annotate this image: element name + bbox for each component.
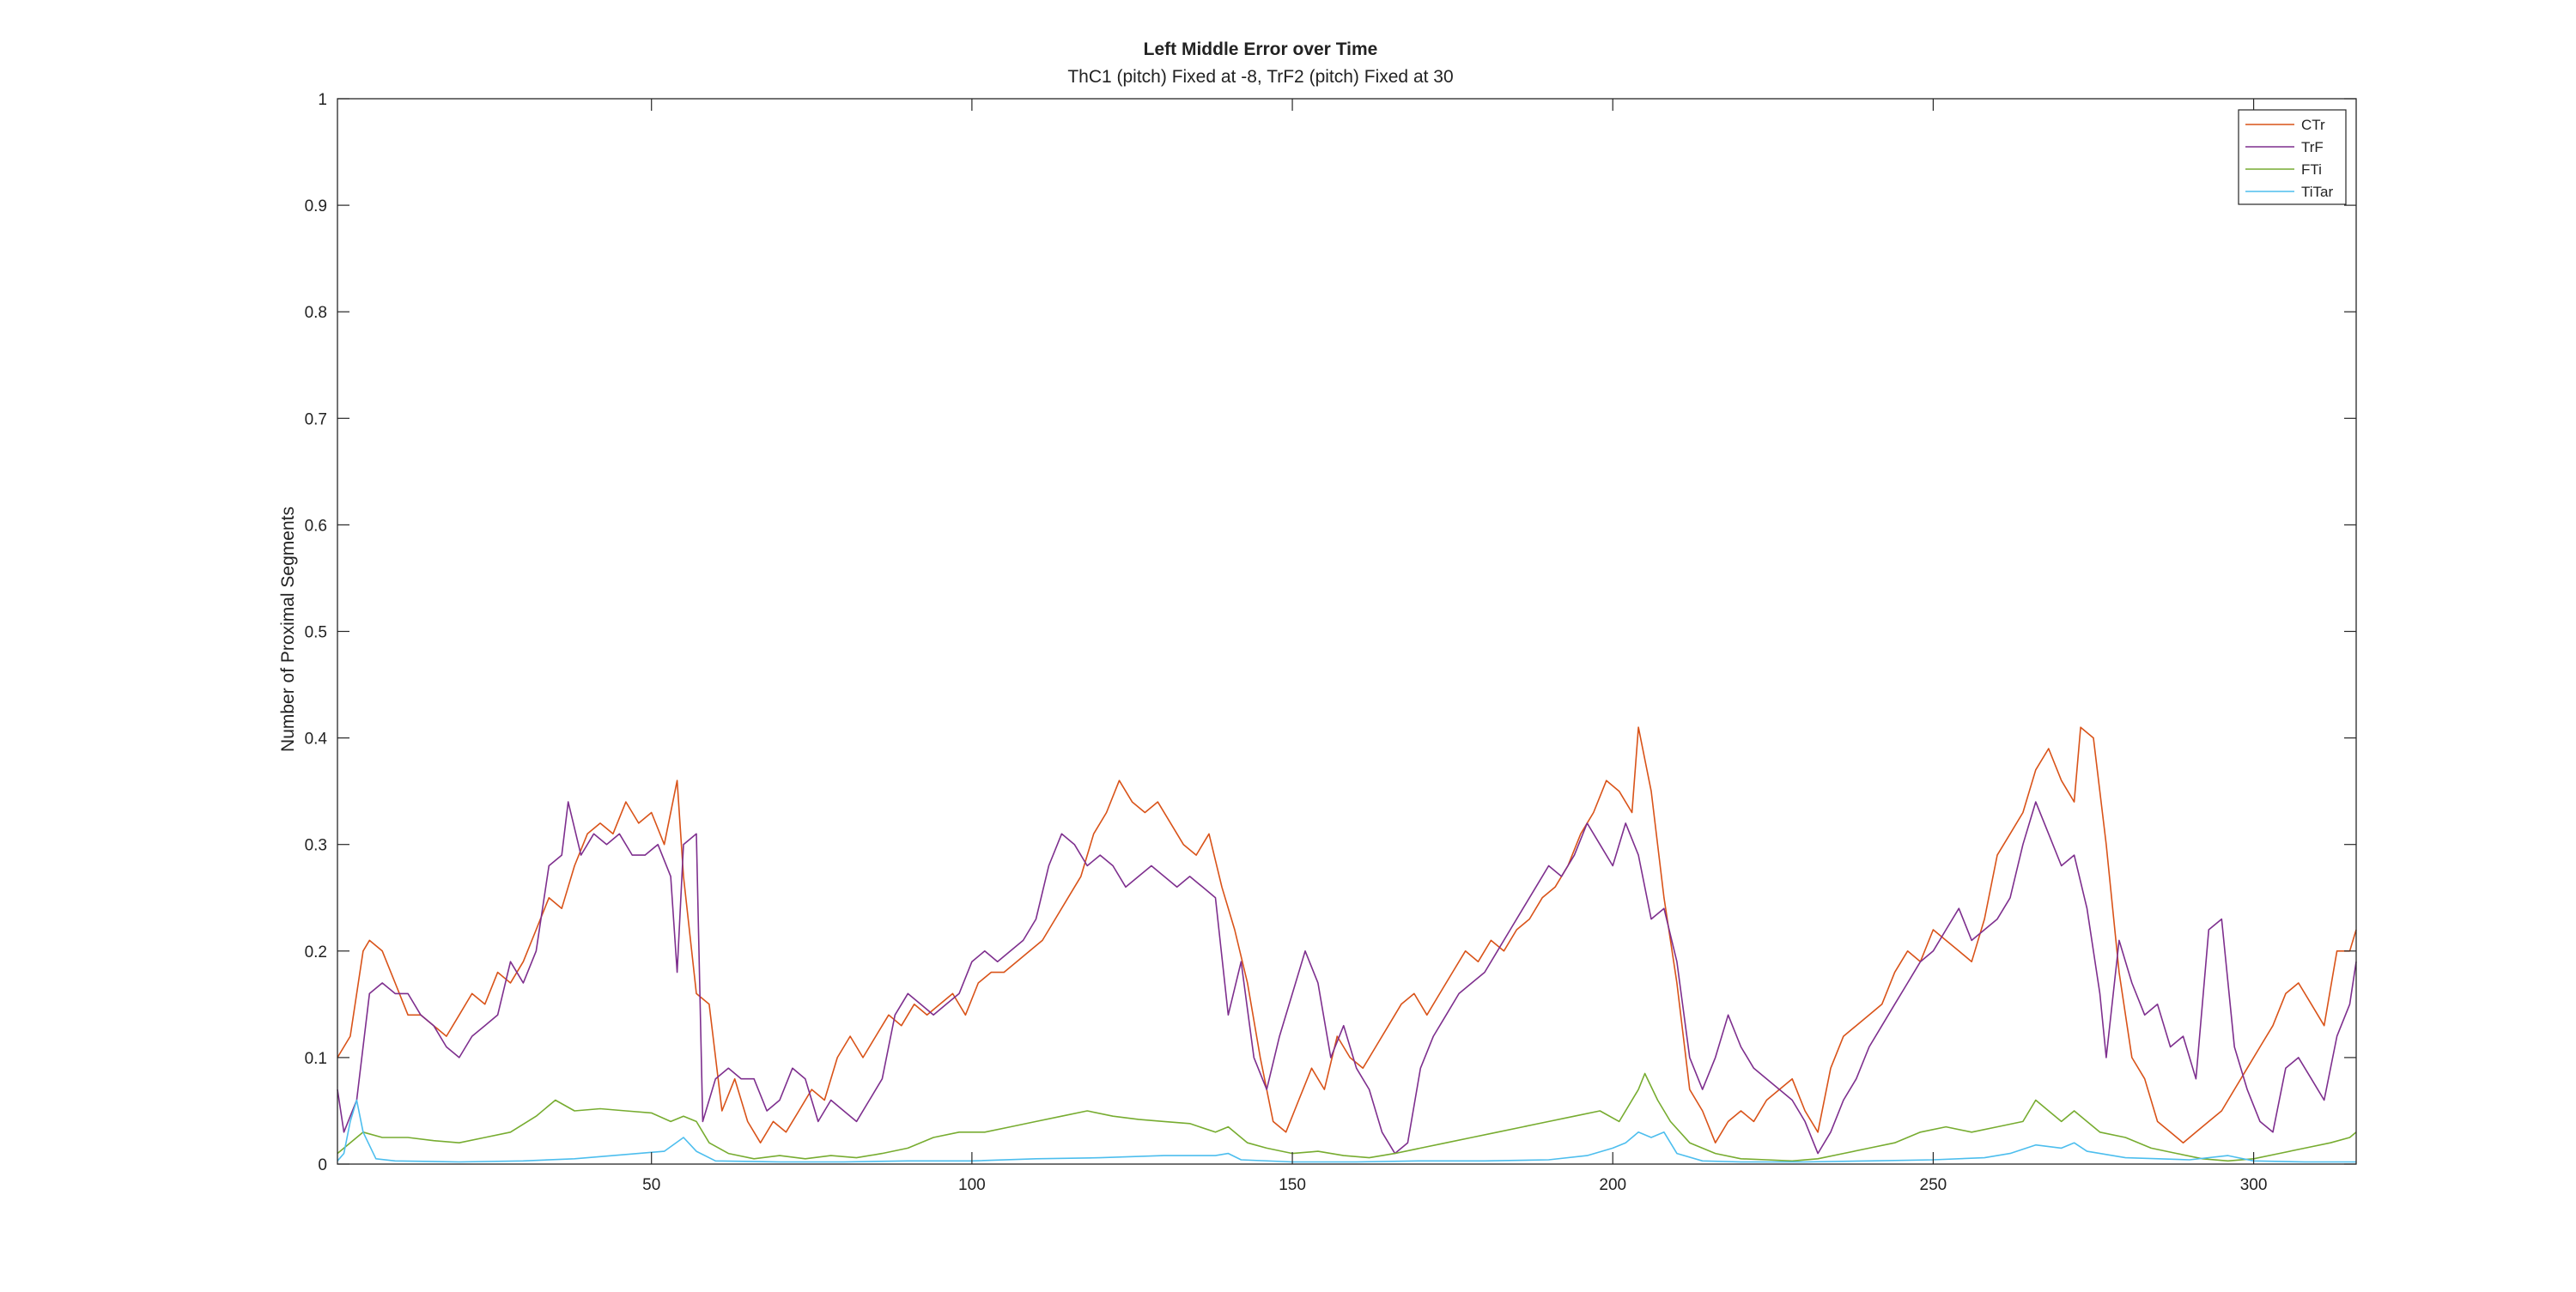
ticks-layer: 50 100 150 200 250 300 0 0.1 0.2 0.3 0.4 0.5 0.6 0.7 0… xyxy=(305,91,2356,1194)
y-tick-label: 0.7 xyxy=(305,410,327,428)
y-tick-label: 0 xyxy=(318,1156,327,1174)
y-tick-label: 0.5 xyxy=(305,624,327,642)
y-tick-label: 0.2 xyxy=(305,943,327,961)
legend-label-fti: FTi xyxy=(2301,161,2322,178)
y-tick-label: 1 xyxy=(318,91,327,109)
x-tick-label: 100 xyxy=(958,1176,986,1194)
series-line-titar xyxy=(337,1099,2356,1163)
y-tick-label: 0.1 xyxy=(305,1050,327,1068)
y-tick-label: 0.8 xyxy=(305,304,327,322)
chart-subtitle: ThC1 (pitch) Fixed at -8, TrF2 (pitch) F… xyxy=(1067,67,1453,87)
series-line-fti xyxy=(337,1072,2357,1162)
legend: CTr TrF FTi TiTar xyxy=(2238,109,2347,205)
series-line-trf xyxy=(337,801,2357,1155)
series-line-ctr xyxy=(337,726,2357,1143)
legend-label-trf: TrF xyxy=(2301,139,2324,155)
chart-title: Left Middle Error over Time xyxy=(1144,39,1378,59)
y-axis-label: Number of Proximal Segments xyxy=(278,506,298,752)
legend-box xyxy=(2238,109,2347,205)
plot-background xyxy=(337,99,2356,1164)
x-tick-label: 250 xyxy=(1920,1176,1947,1194)
y-tick-label: 0.4 xyxy=(305,731,328,749)
plot-frame xyxy=(337,98,2357,1165)
y-tick-label: 0.6 xyxy=(305,517,327,535)
x-tick-label: 150 xyxy=(1279,1176,1306,1194)
x-tick-label: 200 xyxy=(1599,1176,1626,1194)
y-tick-label: 0.9 xyxy=(305,197,327,215)
plot-area: 50 100 150 200 250 300 0 0.1 0.2 0.3 0.4 0.5 0.6 0.7 0… xyxy=(305,91,2357,1194)
x-tick-label: 50 xyxy=(642,1176,660,1194)
legend-items: CTr TrF FTi TiTar xyxy=(2245,117,2333,200)
legend-label-titar: TiTar xyxy=(2301,184,2333,200)
y-tick-label: 0.3 xyxy=(305,837,327,855)
x-tick-label: 300 xyxy=(2240,1176,2268,1194)
legend-label-ctr: CTr xyxy=(2301,117,2325,133)
series-layer xyxy=(337,726,2357,1163)
